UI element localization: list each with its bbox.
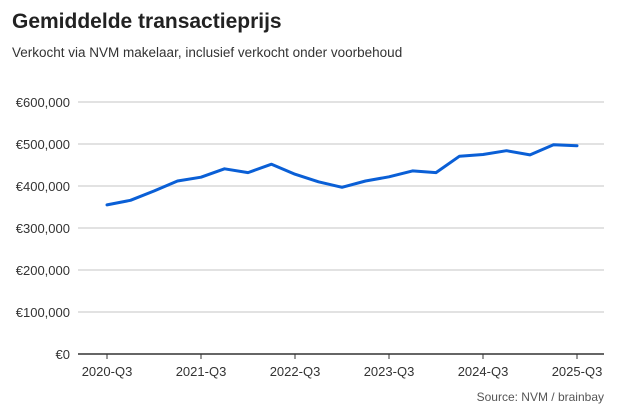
y-tick-label: €200,000 [16,263,70,278]
chart-title: Gemiddelde transactieprijs [12,10,282,33]
series-line [105,143,579,207]
y-tick-label: €400,000 [16,179,70,194]
y-tick-label: €300,000 [16,221,70,236]
y-tick-label: €100,000 [16,305,70,320]
y-tick-label: €600,000 [16,95,70,110]
x-tick-label: 2024-Q3 [458,364,509,379]
x-tick-label: 2022-Q3 [270,364,321,379]
x-tick-label: 2023-Q3 [364,364,415,379]
x-tick-label: 2025-Q3 [552,364,603,379]
y-tick-label: €500,000 [16,137,70,152]
y-tick-label: €0 [56,347,70,362]
chart-subtitle: Verkocht via NVM makelaar, inclusief ver… [12,45,403,60]
x-tick-label: 2020-Q3 [82,364,133,379]
x-tick-label: 2021-Q3 [176,364,227,379]
chart-source: Source: NVM / brainbay [476,390,604,404]
